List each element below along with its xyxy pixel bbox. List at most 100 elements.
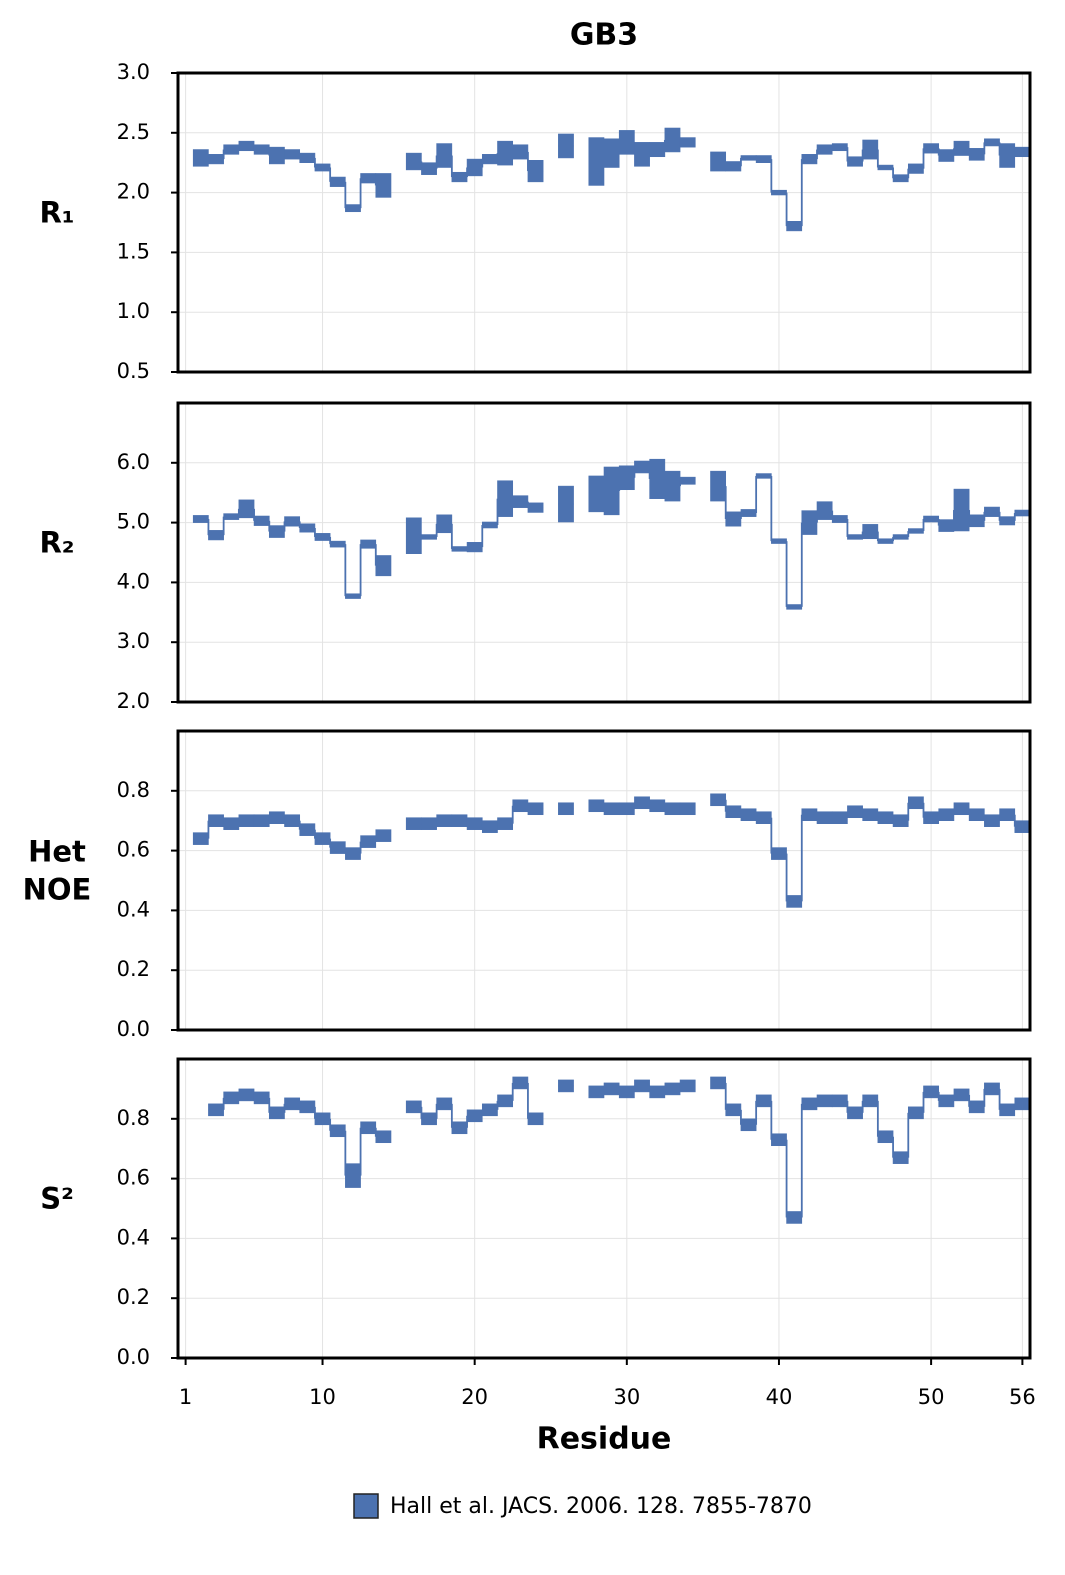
error-box [268,1106,285,1120]
error-box [497,140,514,166]
error-box [847,156,863,167]
error-box [786,895,803,908]
error-box [345,593,361,599]
error-box [618,802,635,816]
error-box [451,814,468,827]
error-box [816,811,833,824]
error-box [634,142,650,167]
error-box [831,811,848,824]
error-box [238,1088,255,1102]
error-box [862,1094,879,1108]
error-box [923,811,940,824]
error-box [208,1103,224,1117]
error-box [618,1085,635,1099]
y-tick-label: 0.5 [117,359,150,383]
error-box [786,221,803,232]
error-box [740,808,757,821]
error-box [375,829,392,842]
error-box [527,1112,544,1126]
y-tick-label: 0.2 [117,957,150,981]
y-tick-label: 2.0 [117,689,150,713]
error-box [436,814,453,827]
error-box [284,516,301,527]
grid [178,731,1030,1031]
error-box [679,137,696,148]
error-box [558,133,574,159]
error-box [771,847,787,860]
error-box [268,811,285,824]
error-box [451,546,468,552]
y-tick-label: 0.2 [117,1285,150,1309]
error-box [892,534,909,540]
error-box [253,1091,270,1105]
error-box [923,1085,940,1099]
error-box [314,832,331,845]
error-box [679,1079,696,1093]
error-box [512,1076,529,1090]
y-tick-label: 0.0 [117,1017,150,1041]
error-box [481,820,498,833]
error-box [284,1097,301,1111]
error-box [679,476,696,485]
error-box [892,174,909,183]
error-box [634,460,650,474]
error-box [299,823,316,836]
panel-frame [176,401,1032,704]
error-box [314,163,331,172]
plot-area [192,127,1030,232]
error-box [786,1211,803,1224]
y-tick-label: 5.0 [117,510,150,534]
error-box [953,802,970,816]
x-tick-label: 40 [766,1385,793,1409]
y-tick-label: 0.6 [117,838,150,862]
y-tick-label: 2.5 [117,120,150,144]
error-box [968,514,985,528]
x-tick-label: 1 [179,1385,192,1409]
legend-swatch [353,1493,379,1519]
legend-label: Hall et al. JACS. 2006. 128. 7855-7870 [390,1494,812,1519]
error-box [877,1130,894,1144]
error-box [953,140,970,156]
x-tick-label: 20 [461,1385,488,1409]
error-box [253,144,270,155]
error-box [405,152,422,171]
error-box [755,1094,772,1108]
plot-area [208,1076,1030,1224]
error-box [329,540,346,548]
error-box [1014,1097,1030,1111]
error-box [801,510,818,535]
y-axis-label: R₂ [39,526,74,560]
error-box [710,793,727,807]
error-box [314,1112,331,1126]
y-tick-label: 4.0 [117,569,150,593]
error-box [1014,146,1030,158]
error-box [1014,820,1030,833]
error-box [816,144,833,155]
error-box [740,509,757,517]
error-box [512,144,529,160]
error-box [831,143,848,152]
error-box [847,805,863,819]
error-box [725,511,742,527]
error-box [223,817,240,830]
error-box [907,528,924,534]
error-box [771,1133,787,1147]
error-box [360,173,377,184]
error-box [984,1082,1000,1096]
error-box [588,799,605,813]
error-box [466,817,483,830]
error-box [801,154,818,165]
error-box [984,814,1000,827]
error-box [892,814,909,827]
error-box [466,158,483,177]
error-box [360,539,377,549]
error-box [421,162,437,175]
error-box [527,502,544,513]
error-box [208,530,224,541]
error-box [208,814,224,827]
error-box [588,1085,605,1099]
error-box [755,155,772,164]
error-box [405,517,422,554]
error-box [603,466,620,516]
error-box [512,799,529,813]
